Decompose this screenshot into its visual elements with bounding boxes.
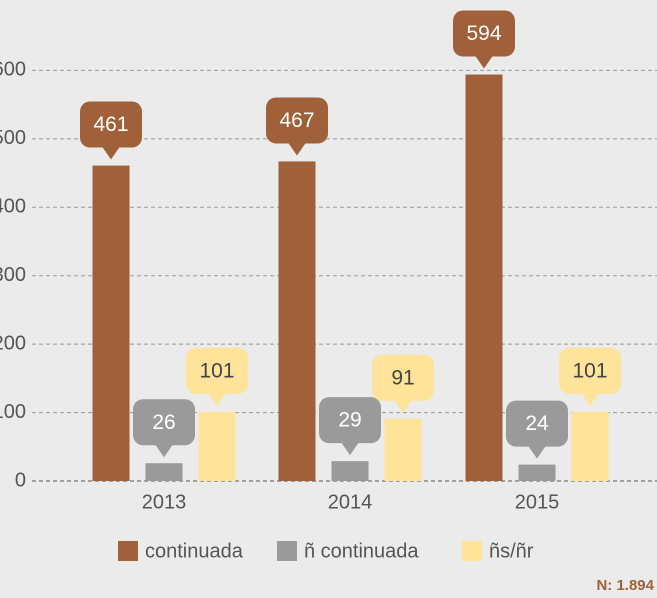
- data-label-text: 91: [391, 366, 414, 389]
- x-tick-label: 2014: [328, 491, 373, 513]
- data-label-text: 101: [199, 359, 234, 382]
- data-label-text: 101: [572, 359, 607, 382]
- y-tick-label: 300: [0, 264, 26, 286]
- y-tick-label: 600: [0, 59, 26, 81]
- legend-swatch: [277, 541, 297, 561]
- data-label: 91: [372, 354, 434, 413]
- label-pointer: [155, 444, 173, 458]
- data-label: 594: [453, 10, 515, 69]
- label-pointer: [208, 392, 226, 406]
- data-label: 461: [80, 101, 142, 160]
- legend-swatch: [118, 541, 138, 561]
- bar: [278, 161, 316, 481]
- label-box: [186, 347, 248, 394]
- y-tick-label: 200: [0, 332, 26, 354]
- legend-label: ñs/ñr: [489, 540, 534, 562]
- label-pointer: [102, 146, 120, 160]
- label-box: [133, 399, 195, 446]
- y-tick-label: 100: [0, 401, 26, 423]
- data-label: 101: [559, 347, 621, 406]
- y-tick-label: 0: [15, 469, 26, 491]
- label-box: [372, 354, 434, 401]
- bar: [145, 463, 183, 481]
- legend-label: continuada: [145, 540, 244, 562]
- legend-label: ñ continuada: [304, 540, 419, 562]
- bar: [331, 461, 369, 481]
- bar: [518, 464, 556, 481]
- y-tick-label: 400: [0, 196, 26, 218]
- data-label: 467: [266, 97, 328, 156]
- bar: [92, 165, 130, 481]
- data-label: 29: [319, 397, 381, 456]
- x-tick-label: 2015: [515, 491, 560, 513]
- bar: [384, 418, 422, 481]
- label-pointer: [394, 399, 412, 413]
- data-label-text: 26: [152, 411, 175, 434]
- x-tick-label: 2013: [142, 491, 187, 513]
- data-label: 26: [133, 399, 195, 458]
- label-pointer: [341, 442, 359, 456]
- label-box: [266, 97, 328, 144]
- data-label-text: 461: [93, 113, 128, 136]
- label-pointer: [581, 392, 599, 406]
- y-tick-label: 500: [0, 127, 26, 149]
- bar: [198, 411, 236, 481]
- annotation: N: 1.894: [596, 577, 654, 594]
- bar: [465, 74, 503, 481]
- label-pointer: [528, 445, 546, 459]
- label-pointer: [475, 55, 493, 69]
- label-box: [559, 347, 621, 394]
- data-label: 24: [506, 400, 568, 459]
- label-box: [80, 101, 142, 148]
- label-box: [319, 397, 381, 444]
- data-label-text: 24: [525, 412, 549, 435]
- data-label-text: 29: [338, 409, 361, 432]
- label-box: [506, 400, 568, 447]
- bar: [571, 411, 609, 481]
- data-label-text: 467: [279, 109, 314, 132]
- label-box: [453, 10, 515, 57]
- label-pointer: [288, 142, 306, 156]
- data-label-text: 594: [466, 22, 501, 45]
- legend-swatch: [462, 541, 482, 561]
- data-label: 101: [186, 347, 248, 406]
